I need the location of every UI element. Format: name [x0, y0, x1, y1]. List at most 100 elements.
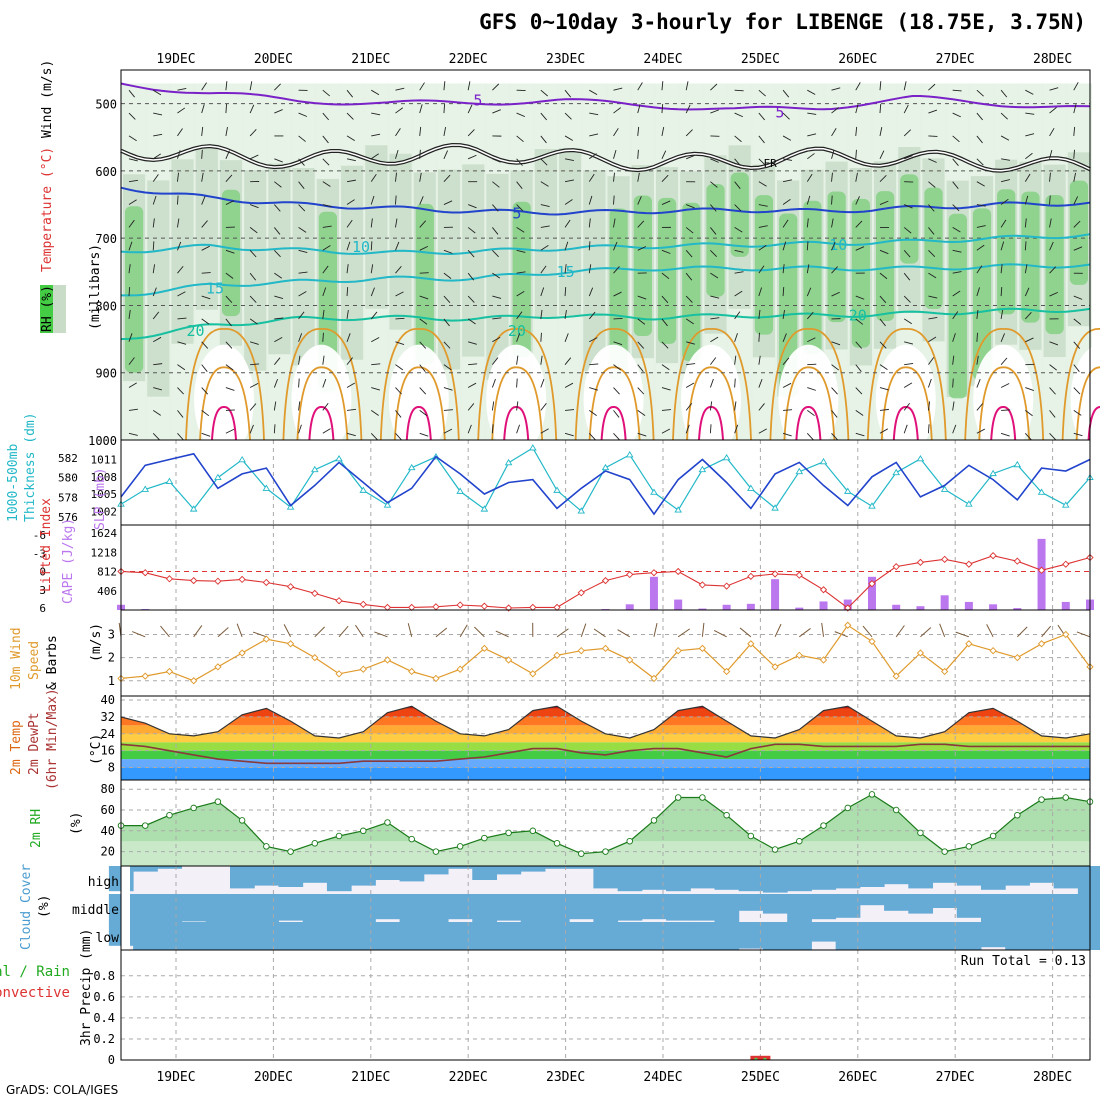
- lifted-index-line-point: [626, 570, 634, 579]
- thickness-line-point: [1037, 488, 1046, 495]
- wind-barb: [613, 172, 615, 182]
- wind-barb: [419, 318, 428, 325]
- wind-barb: [1073, 196, 1079, 205]
- wind-barb: [1073, 318, 1082, 325]
- isotherm-25C: [282, 328, 363, 441]
- wind-barb: [395, 266, 402, 274]
- temp-color-band: [121, 759, 1090, 768]
- wind-barb: [588, 432, 596, 441]
- rh-line-point: [578, 850, 585, 857]
- surface-wind-barb: [459, 624, 468, 638]
- rh-shade-high: [948, 213, 967, 399]
- rh-shade-mid: [389, 153, 412, 330]
- wind-barb: [249, 249, 257, 258]
- wind-barb: [709, 378, 714, 388]
- wind-speed-line-point: [1013, 653, 1021, 662]
- wind-axis-label: Speed: [27, 641, 42, 680]
- thickness-tick: 582: [58, 452, 78, 465]
- date-label-bottom: 26DEC: [838, 1070, 877, 1085]
- wind-barb: [1024, 173, 1031, 182]
- isotherm-35C: [990, 406, 1017, 441]
- cloud-high-bar: [133, 866, 158, 872]
- wind-barb: [419, 432, 429, 437]
- cloud-low-bar: [133, 922, 158, 950]
- rh-shade-mid: [583, 170, 606, 371]
- wind-barb: [419, 82, 425, 91]
- cloud-middle-bar: [326, 894, 352, 922]
- wind-barb: [1073, 410, 1082, 416]
- wind-barb: [516, 311, 523, 320]
- wind-barb: [734, 227, 743, 233]
- rh-line-point: [602, 848, 609, 855]
- date-label-top: 27DEC: [936, 52, 975, 67]
- lifted-index-line-point: [529, 603, 537, 612]
- wind-barb: [758, 287, 763, 297]
- wind-speed-line-point: [698, 644, 707, 653]
- cloud-high-bar: [641, 866, 667, 890]
- wind-barb: [588, 264, 592, 274]
- wind-barb: [370, 432, 378, 441]
- wind-barb: [492, 227, 499, 235]
- wind-barb: [685, 129, 693, 137]
- wind-barb: [589, 410, 597, 416]
- isotherm--5C: [120, 82, 1091, 111]
- rh-shade-high: [1021, 191, 1040, 323]
- wind-barb: [492, 295, 502, 299]
- thickness-line-point: [892, 468, 900, 476]
- wind-barb: [1024, 264, 1028, 274]
- rh-shade-mid: [244, 170, 267, 371]
- cape-tick: 1218: [91, 546, 118, 559]
- wind-barb: [613, 195, 615, 205]
- wind-barb: [1049, 432, 1057, 441]
- cloud-low-bar: [980, 922, 1006, 948]
- wind-barb: [346, 432, 356, 437]
- wind-barb: [613, 241, 618, 251]
- wind-barb: [370, 153, 379, 160]
- wind-barb: [1025, 133, 1035, 137]
- wind-barb: [273, 378, 278, 388]
- wind-barb: [128, 357, 135, 365]
- precip-frame: [120, 949, 1091, 1061]
- wind-barb: [1073, 246, 1083, 251]
- wind-barb: [467, 382, 477, 388]
- cloud-low-bar: [181, 922, 207, 950]
- cloud-middle-bar: [690, 894, 716, 921]
- wind-barb: [492, 204, 499, 212]
- wind-barb: [1000, 89, 1008, 98]
- wind-barb: [250, 363, 260, 366]
- wind-barb: [298, 424, 302, 434]
- wind-barb: [564, 382, 574, 388]
- cape-bar: [964, 601, 973, 610]
- thickness-line-point: [747, 484, 755, 491]
- wind-barb: [564, 357, 572, 365]
- wind-barb: [588, 311, 596, 320]
- lifted-index-line-point: [965, 560, 973, 568]
- wind-barb: [565, 409, 575, 411]
- wind-barb: [976, 265, 983, 274]
- wind-barb: [152, 89, 162, 96]
- wind-barb: [1025, 410, 1033, 417]
- wind-barb: [1024, 218, 1027, 228]
- cape-bar: [625, 604, 634, 610]
- rh-line-point: [553, 840, 561, 847]
- date-label-bottom: 22DEC: [449, 1070, 488, 1085]
- cape-bar: [1061, 601, 1070, 610]
- wind-barb: [467, 318, 476, 325]
- rh-line-point: [626, 837, 633, 845]
- wind-speed-line-point: [286, 640, 295, 648]
- rh-line-point: [311, 840, 319, 847]
- wind-barb: [395, 317, 405, 320]
- wind-barb: [201, 104, 205, 114]
- isotherm-20C: [120, 307, 1091, 341]
- cloud-middle-bar: [133, 894, 158, 922]
- wind-barb: [249, 318, 258, 325]
- rh-line-point: [796, 837, 803, 845]
- cloud-middle-bar: [666, 894, 691, 921]
- wind-barb: [1073, 172, 1077, 182]
- wind-barb: [370, 195, 375, 205]
- rh-shade-high: [1045, 194, 1064, 335]
- wind-barb: [540, 245, 549, 251]
- thickness-line-point: [262, 484, 271, 491]
- surface-wind-barb: [132, 631, 146, 638]
- wind-barb: [686, 363, 696, 366]
